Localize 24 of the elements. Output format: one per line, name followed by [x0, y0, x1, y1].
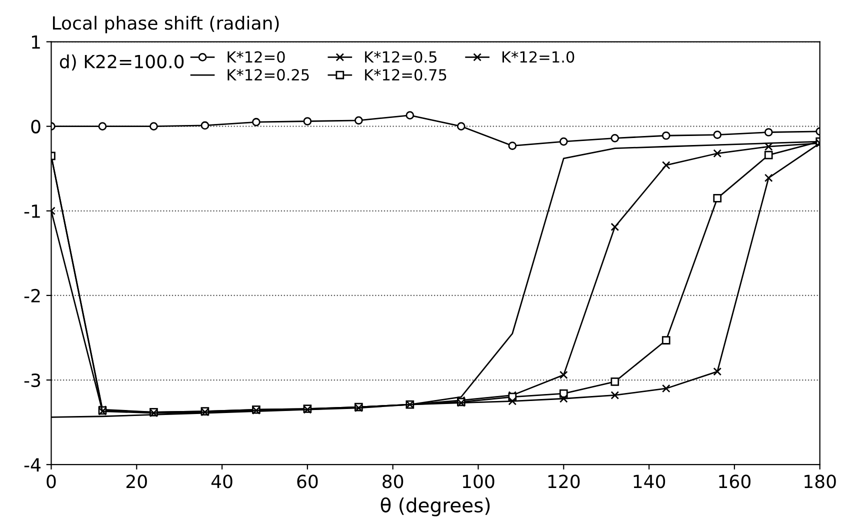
x-tick-label: 80 — [382, 474, 404, 488]
legend-label: K*12=0.5 — [365, 51, 436, 63]
x-tick-label: 0 — [46, 474, 56, 488]
y-tick-label: -3 — [24, 373, 40, 388]
y-axis-title: Local phase shift (radian) — [53, 16, 279, 34]
annotation: d) K22=100.0 — [60, 54, 184, 71]
x-tick-label: 40 — [211, 474, 232, 488]
legend-label: K*12=0.75 — [365, 69, 446, 81]
y-tick-label: -2 — [24, 288, 40, 302]
x-tick-label: 60 — [297, 474, 318, 488]
y-tick-label: -4 — [24, 458, 41, 472]
x-tick-label: 100 — [462, 474, 494, 488]
legend-label: K*12=1.0 — [502, 51, 574, 63]
x-tick-label: 120 — [548, 474, 580, 488]
x-axis-title: θ (degrees) — [380, 497, 490, 516]
legend-label: K*12=0 — [228, 51, 285, 63]
y-tick-label: -1 — [24, 204, 40, 218]
x-tick-label: 180 — [804, 474, 836, 488]
y-tick-label: 1 — [32, 35, 40, 49]
x-tick-label: 160 — [719, 474, 750, 488]
y-tick-label: 0 — [31, 120, 40, 134]
x-tick-label: 140 — [634, 474, 666, 488]
x-tick-label: 20 — [126, 474, 147, 488]
legend-label: K*12=0.25 — [228, 69, 309, 81]
